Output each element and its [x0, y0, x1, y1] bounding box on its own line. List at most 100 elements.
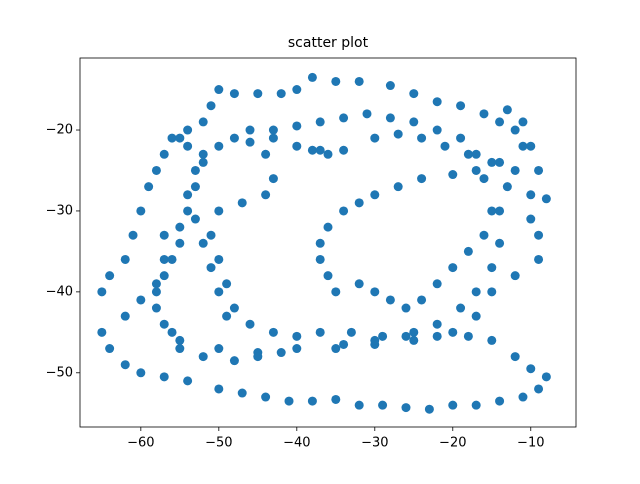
- point: [541, 194, 551, 204]
- point: [175, 238, 185, 248]
- point: [432, 97, 442, 107]
- point: [214, 254, 224, 264]
- point: [323, 271, 333, 281]
- point: [315, 117, 325, 127]
- point: [471, 311, 481, 321]
- y-tick-label: −40: [46, 284, 73, 299]
- chart-title: scatter plot: [288, 35, 369, 51]
- point: [370, 133, 380, 143]
- point: [479, 109, 489, 119]
- point: [518, 141, 528, 151]
- point: [190, 214, 200, 224]
- point: [471, 149, 481, 159]
- point: [487, 287, 497, 297]
- point: [214, 206, 224, 216]
- point: [463, 331, 473, 341]
- point: [97, 287, 107, 297]
- point: [370, 335, 380, 345]
- point: [198, 238, 208, 248]
- point: [198, 149, 208, 159]
- point: [151, 287, 161, 297]
- point: [151, 279, 161, 289]
- point: [448, 400, 458, 410]
- point: [159, 230, 169, 240]
- point: [385, 113, 395, 123]
- point: [229, 89, 239, 99]
- point: [105, 271, 115, 281]
- point: [409, 327, 419, 337]
- point: [183, 125, 193, 135]
- point: [307, 396, 317, 406]
- point: [144, 182, 154, 192]
- point: [339, 113, 349, 123]
- point: [315, 254, 325, 264]
- point: [175, 335, 185, 345]
- x-tick-label: −30: [361, 436, 388, 451]
- point: [105, 344, 115, 354]
- point: [292, 85, 302, 95]
- point: [385, 81, 395, 91]
- point: [510, 165, 520, 175]
- point: [487, 157, 497, 167]
- point: [432, 319, 442, 329]
- point: [167, 254, 177, 264]
- point: [518, 117, 528, 127]
- point: [424, 404, 434, 414]
- point: [502, 182, 512, 192]
- point: [510, 271, 520, 281]
- point: [183, 206, 193, 216]
- point: [198, 117, 208, 127]
- point: [479, 174, 489, 184]
- point: [456, 101, 466, 111]
- point: [440, 141, 450, 151]
- point: [510, 125, 520, 135]
- point: [362, 109, 372, 119]
- point: [214, 141, 224, 151]
- point: [307, 72, 317, 82]
- point: [401, 403, 411, 413]
- point: [292, 121, 302, 131]
- point: [229, 303, 239, 313]
- point: [120, 254, 130, 264]
- point: [339, 339, 349, 349]
- point: [448, 327, 458, 337]
- point: [276, 348, 286, 358]
- point: [159, 149, 169, 159]
- point: [175, 222, 185, 232]
- point: [385, 295, 395, 305]
- point: [471, 400, 481, 410]
- point: [206, 101, 216, 111]
- point: [237, 198, 247, 208]
- x-tick-label: −40: [283, 436, 310, 451]
- point: [378, 400, 388, 410]
- point: [331, 287, 341, 297]
- point: [541, 372, 551, 382]
- point: [370, 190, 380, 200]
- y-tick-label: −20: [46, 123, 73, 138]
- point: [229, 356, 239, 366]
- point: [534, 384, 544, 394]
- point: [323, 222, 333, 232]
- point: [214, 287, 224, 297]
- point: [315, 238, 325, 248]
- point: [526, 141, 536, 151]
- point: [510, 352, 520, 362]
- point: [370, 287, 380, 297]
- point: [261, 392, 271, 402]
- point: [268, 327, 278, 337]
- point: [136, 206, 146, 216]
- point: [432, 331, 442, 341]
- point: [487, 335, 497, 345]
- point: [190, 165, 200, 175]
- point: [183, 141, 193, 151]
- point: [159, 254, 169, 264]
- point: [253, 89, 263, 99]
- point: [448, 263, 458, 273]
- point: [479, 230, 489, 240]
- point: [495, 206, 505, 216]
- x-tick-label: −60: [127, 436, 154, 451]
- point: [456, 133, 466, 143]
- point: [253, 352, 263, 362]
- point: [339, 145, 349, 155]
